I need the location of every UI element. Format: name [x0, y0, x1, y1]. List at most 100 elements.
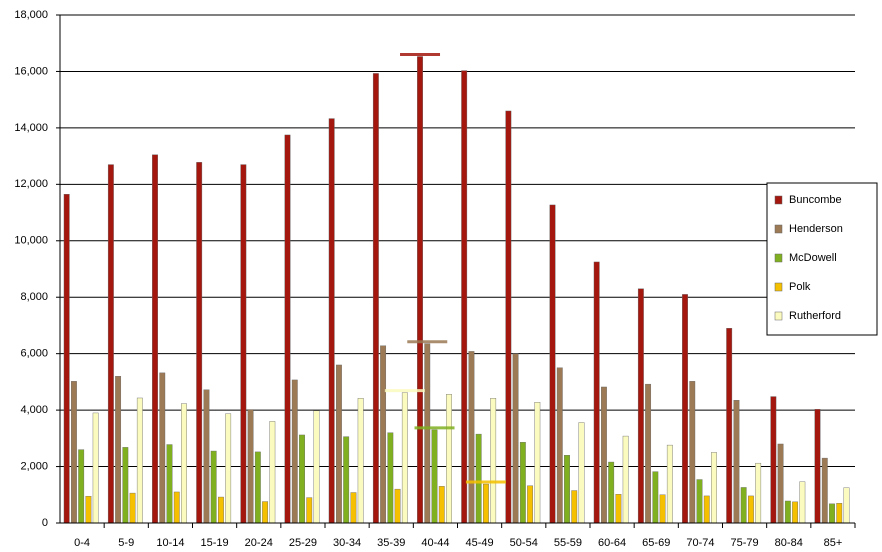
legend-swatch — [774, 311, 783, 321]
bar — [380, 345, 387, 524]
bar — [703, 495, 710, 524]
bar — [490, 398, 497, 524]
x-tick-label: 10-14 — [156, 537, 184, 549]
bar — [203, 389, 210, 524]
bar — [284, 134, 291, 524]
bar — [350, 492, 357, 524]
x-tick-label: 35-39 — [377, 537, 405, 549]
bar — [210, 450, 217, 524]
bar — [659, 494, 666, 524]
bar — [136, 397, 143, 524]
bar — [755, 462, 762, 524]
bar — [622, 435, 629, 524]
x-tick-label: 85+ — [824, 537, 843, 549]
y-tick-label: 4,000 — [20, 404, 48, 416]
bar — [306, 497, 313, 524]
bar — [740, 487, 747, 524]
bar — [446, 394, 452, 524]
bar — [652, 471, 659, 524]
bar — [152, 154, 158, 524]
x-tick-label: 15-19 — [201, 537, 229, 549]
bar — [166, 444, 173, 524]
y-tick-label: 18,000 — [14, 9, 48, 21]
x-tick-label: 75-79 — [731, 537, 759, 549]
bar — [696, 479, 703, 524]
bar — [173, 491, 180, 524]
bar — [78, 449, 85, 524]
bar — [578, 422, 585, 524]
bar — [85, 495, 92, 524]
bar — [564, 455, 570, 524]
legend-label: Polk — [789, 281, 811, 293]
bar — [784, 500, 791, 524]
bar — [328, 118, 335, 524]
x-tick-label: 55-59 — [554, 537, 582, 549]
x-tick-label: 40-44 — [421, 537, 449, 549]
bar — [431, 429, 438, 524]
x-tick-label: 60-64 — [598, 537, 626, 549]
bar — [63, 194, 70, 524]
bar — [666, 444, 673, 524]
x-tick-label: 45-49 — [466, 537, 494, 549]
y-tick-label: 8,000 — [20, 291, 48, 303]
legend-label: Henderson — [789, 223, 843, 235]
bar — [777, 443, 784, 524]
bar — [240, 164, 247, 524]
bar — [401, 392, 408, 524]
bar — [748, 495, 754, 524]
bar — [387, 432, 394, 524]
bar — [829, 503, 835, 524]
y-tick-label: 16,000 — [14, 65, 48, 77]
legend-swatch — [774, 253, 783, 263]
bar — [593, 261, 600, 524]
bar — [291, 379, 298, 524]
x-tick-label: 70-74 — [686, 537, 714, 549]
bar — [770, 396, 777, 524]
bar — [505, 110, 512, 524]
bar — [843, 487, 850, 524]
bar — [92, 412, 99, 524]
bar — [682, 294, 688, 524]
bar — [711, 452, 717, 524]
bar — [475, 433, 482, 524]
bar — [601, 386, 607, 524]
bar — [792, 501, 799, 524]
bar — [159, 372, 166, 524]
bar — [821, 457, 828, 524]
bar — [556, 367, 563, 524]
bar — [512, 353, 519, 524]
x-tick-label: 65-69 — [642, 537, 670, 549]
y-tick-label: 0 — [42, 517, 48, 529]
bar — [549, 204, 556, 524]
legend-swatch — [774, 224, 783, 234]
legend-label: McDowell — [789, 252, 837, 264]
bar — [269, 421, 276, 524]
bar — [218, 496, 224, 524]
y-tick-label: 6,000 — [20, 348, 48, 360]
bar — [262, 501, 269, 524]
y-tick-label: 2,000 — [20, 460, 48, 472]
bar — [394, 488, 401, 524]
bar — [357, 398, 364, 524]
legend-label: Buncombe — [789, 194, 842, 206]
x-tick-label: 80-84 — [775, 537, 803, 549]
x-tick-label: 5-9 — [118, 537, 134, 549]
legend-swatch — [774, 195, 783, 205]
x-tick-label: 20-24 — [245, 537, 273, 549]
bar — [181, 403, 187, 524]
bar — [799, 481, 806, 524]
legend-swatch — [774, 282, 783, 292]
bar — [129, 492, 136, 524]
bar — [225, 413, 232, 524]
bar — [254, 451, 261, 524]
bar — [336, 364, 342, 524]
bar — [417, 56, 423, 524]
bar — [483, 483, 489, 524]
bar — [71, 381, 77, 524]
x-tick-label: 25-29 — [289, 537, 317, 549]
bar — [571, 490, 578, 524]
x-tick-label: 50-54 — [510, 537, 538, 549]
bar — [424, 343, 431, 524]
